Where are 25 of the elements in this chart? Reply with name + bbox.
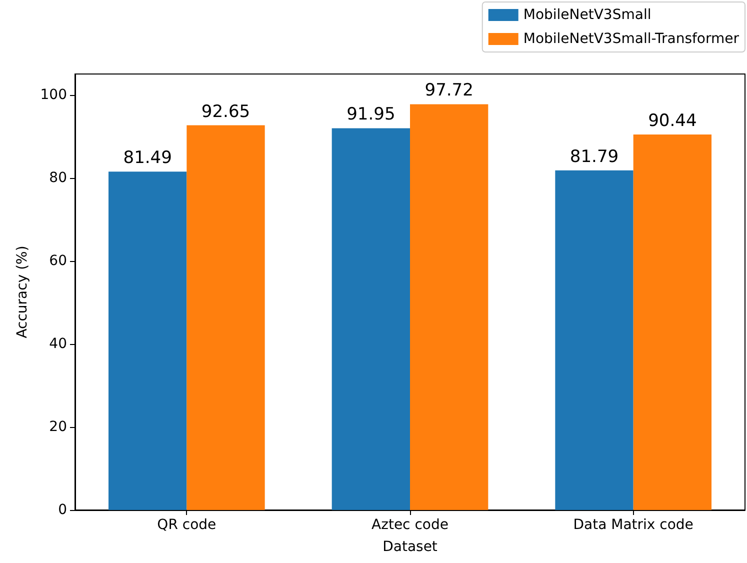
y-tick-label: 100 (40, 86, 67, 103)
y-tick-label: 40 (49, 336, 67, 352)
x-tick-label: Data Matrix code (573, 517, 694, 533)
data-label: 81.79 (570, 146, 619, 167)
bar (108, 172, 187, 510)
bar (633, 134, 712, 510)
bar (332, 128, 410, 510)
y-tick-label: 80 (49, 170, 67, 186)
legend-label: MobileNetV3Small-Transformer (523, 31, 740, 47)
x-axis-title: Dataset (382, 539, 438, 555)
legend-label: MobileNetV3Small (523, 7, 652, 23)
y-tick-label: 20 (49, 418, 67, 435)
x-tick-label: QR code (157, 517, 216, 533)
y-tick-label: 60 (49, 252, 67, 269)
bar (555, 170, 634, 510)
data-label: 91.95 (346, 104, 396, 125)
bar (410, 104, 488, 510)
data-label: 97.72 (424, 80, 474, 101)
y-axis-title: Accuracy (%) (14, 246, 30, 338)
y-tick-label: 0 (58, 502, 67, 518)
data-label: 90.44 (648, 110, 697, 131)
data-label: 92.65 (201, 102, 250, 122)
x-tick-label: Aztec code (372, 517, 448, 533)
bar (186, 125, 265, 510)
data-label: 81.49 (123, 148, 172, 168)
